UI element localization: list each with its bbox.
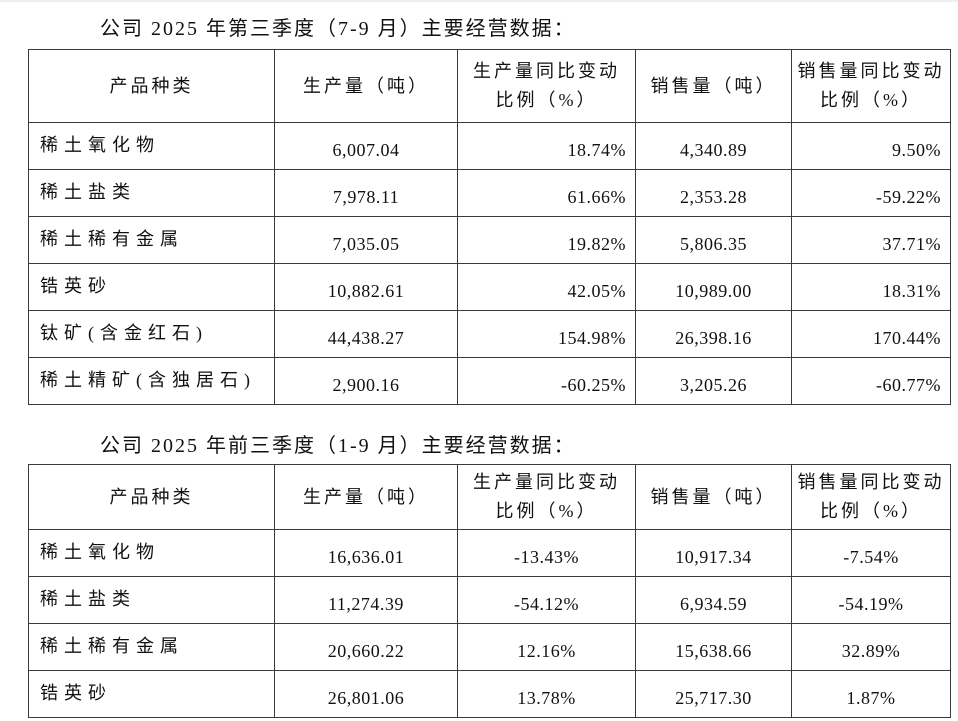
production-yoy-cell: -54.12% <box>457 576 636 624</box>
product-name-cell: 稀土稀有金属 <box>28 216 275 264</box>
sales-volume-cell: 5,806.35 <box>635 216 792 264</box>
production-volume-cell: 20,660.22 <box>274 623 458 671</box>
sales-yoy-cell: -60.77% <box>791 357 951 405</box>
sales-yoy-cell: 37.71% <box>791 216 951 264</box>
production-yoy-cell: 18.74% <box>457 122 636 170</box>
production-volume-cell: 26,801.06 <box>274 670 458 718</box>
table-row: 稀土氧化物 16,636.01 -13.43% 10,917.34 -7.54% <box>28 529 951 577</box>
sales-volume-cell: 2,353.28 <box>635 169 792 217</box>
table-row: 稀土盐类 7,978.11 61.66% 2,353.28 -59.22% <box>28 169 951 217</box>
production-volume-cell: 11,274.39 <box>274 576 458 624</box>
page-top-edge <box>0 0 958 2</box>
sales-yoy-cell: -7.54% <box>791 529 951 577</box>
product-name-cell: 稀土稀有金属 <box>28 623 275 671</box>
product-name-cell: 锆英砂 <box>28 263 275 311</box>
production-volume-cell: 44,438.27 <box>274 310 458 358</box>
table-row: 稀土稀有金属 20,660.22 12.16% 15,638.66 32.89% <box>28 623 951 671</box>
product-name-cell: 稀土盐类 <box>28 169 275 217</box>
column-header: 生产量同比变动 比例（%） <box>457 464 636 530</box>
column-header: 产品种类 <box>28 49 275 123</box>
sales-yoy-cell: 9.50% <box>791 122 951 170</box>
product-name-cell: 稀土氧化物 <box>28 122 275 170</box>
production-volume-cell: 16,636.01 <box>274 529 458 577</box>
production-yoy-cell: -13.43% <box>457 529 636 577</box>
table-row: 稀土精矿(含独居石) 2,900.16 -60.25% 3,205.26 -60.77% <box>28 357 951 405</box>
sales-yoy-cell: 18.31% <box>791 263 951 311</box>
sales-volume-cell: 3,205.26 <box>635 357 792 405</box>
sales-volume-cell: 26,398.16 <box>635 310 792 358</box>
column-header: 销售量（吨） <box>635 464 792 530</box>
column-header: 生产量（吨） <box>274 49 458 123</box>
production-volume-cell: 6,007.04 <box>274 122 458 170</box>
product-name-cell: 钛矿(含金红石) <box>28 310 275 358</box>
production-volume-cell: 7,035.05 <box>274 216 458 264</box>
product-name-cell: 稀土精矿(含独居石) <box>28 357 275 405</box>
production-volume-cell: 10,882.61 <box>274 263 458 311</box>
sales-yoy-cell: -59.22% <box>791 169 951 217</box>
production-yoy-cell: 61.66% <box>457 169 636 217</box>
table-row: 稀土稀有金属 7,035.05 19.82% 5,806.35 37.71% <box>28 216 951 264</box>
sales-yoy-cell: 32.89% <box>791 623 951 671</box>
product-name-cell: 锆英砂 <box>28 670 275 718</box>
production-yoy-cell: -60.25% <box>457 357 636 405</box>
column-header: 销售量同比变动 比例（%） <box>791 464 951 530</box>
q3-operating-data-table: 产品种类 生产量（吨） 生产量同比变动 比例（%） 销售量（吨） 销售量同比变动 比例（%）… <box>28 49 951 405</box>
table-row: 钛矿(含金红石) 44,438.27 154.98% 26,398.16 170.44% <box>28 310 951 358</box>
product-name-cell: 稀土盐类 <box>28 576 275 624</box>
sales-volume-cell: 25,717.30 <box>635 670 792 718</box>
table-row: 稀土氧化物 6,007.04 18.74% 4,340.89 9.50% <box>28 122 951 170</box>
table-row: 锆英砂 10,882.61 42.05% 10,989.00 18.31% <box>28 263 951 311</box>
column-header: 产品种类 <box>28 464 275 530</box>
column-header: 生产量同比变动 比例（%） <box>457 49 636 123</box>
sales-volume-cell: 15,638.66 <box>635 623 792 671</box>
header-row: 产品种类 生产量（吨） 生产量同比变动 比例（%） 销售量（吨） 销售量同比变动 比例（%） <box>28 49 951 123</box>
sales-volume-cell: 6,934.59 <box>635 576 792 624</box>
production-yoy-cell: 154.98% <box>457 310 636 358</box>
ytd-operating-data-table: 产品种类 生产量（吨） 生产量同比变动 比例（%） 销售量（吨） 销售量同比变动 比例（%）… <box>28 464 951 718</box>
production-yoy-cell: 19.82% <box>457 216 636 264</box>
production-yoy-cell: 13.78% <box>457 670 636 718</box>
table-row: 锆英砂 26,801.06 13.78% 25,717.30 1.87% <box>28 670 951 718</box>
production-yoy-cell: 42.05% <box>457 263 636 311</box>
sales-volume-cell: 4,340.89 <box>635 122 792 170</box>
column-header: 销售量同比变动 比例（%） <box>791 49 951 123</box>
production-yoy-cell: 12.16% <box>457 623 636 671</box>
column-header: 销售量（吨） <box>635 49 792 123</box>
production-volume-cell: 2,900.16 <box>274 357 458 405</box>
header-row: 产品种类 生产量（吨） 生产量同比变动 比例（%） 销售量（吨） 销售量同比变动 比例（%） <box>28 464 951 530</box>
sales-yoy-cell: -54.19% <box>791 576 951 624</box>
ytd-table-title: 公司 2025 年前三季度（1-9 月）主要经营数据： <box>100 435 576 457</box>
sales-yoy-cell: 1.87% <box>791 670 951 718</box>
column-header: 生产量（吨） <box>274 464 458 530</box>
sales-volume-cell: 10,989.00 <box>635 263 792 311</box>
table-row: 稀土盐类 11,274.39 -54.12% 6,934.59 -54.19% <box>28 576 951 624</box>
sales-yoy-cell: 170.44% <box>791 310 951 358</box>
q3-table-title: 公司 2025 年第三季度（7-9 月）主要经营数据： <box>100 18 576 40</box>
production-volume-cell: 7,978.11 <box>274 169 458 217</box>
product-name-cell: 稀土氧化物 <box>28 529 275 577</box>
sales-volume-cell: 10,917.34 <box>635 529 792 577</box>
